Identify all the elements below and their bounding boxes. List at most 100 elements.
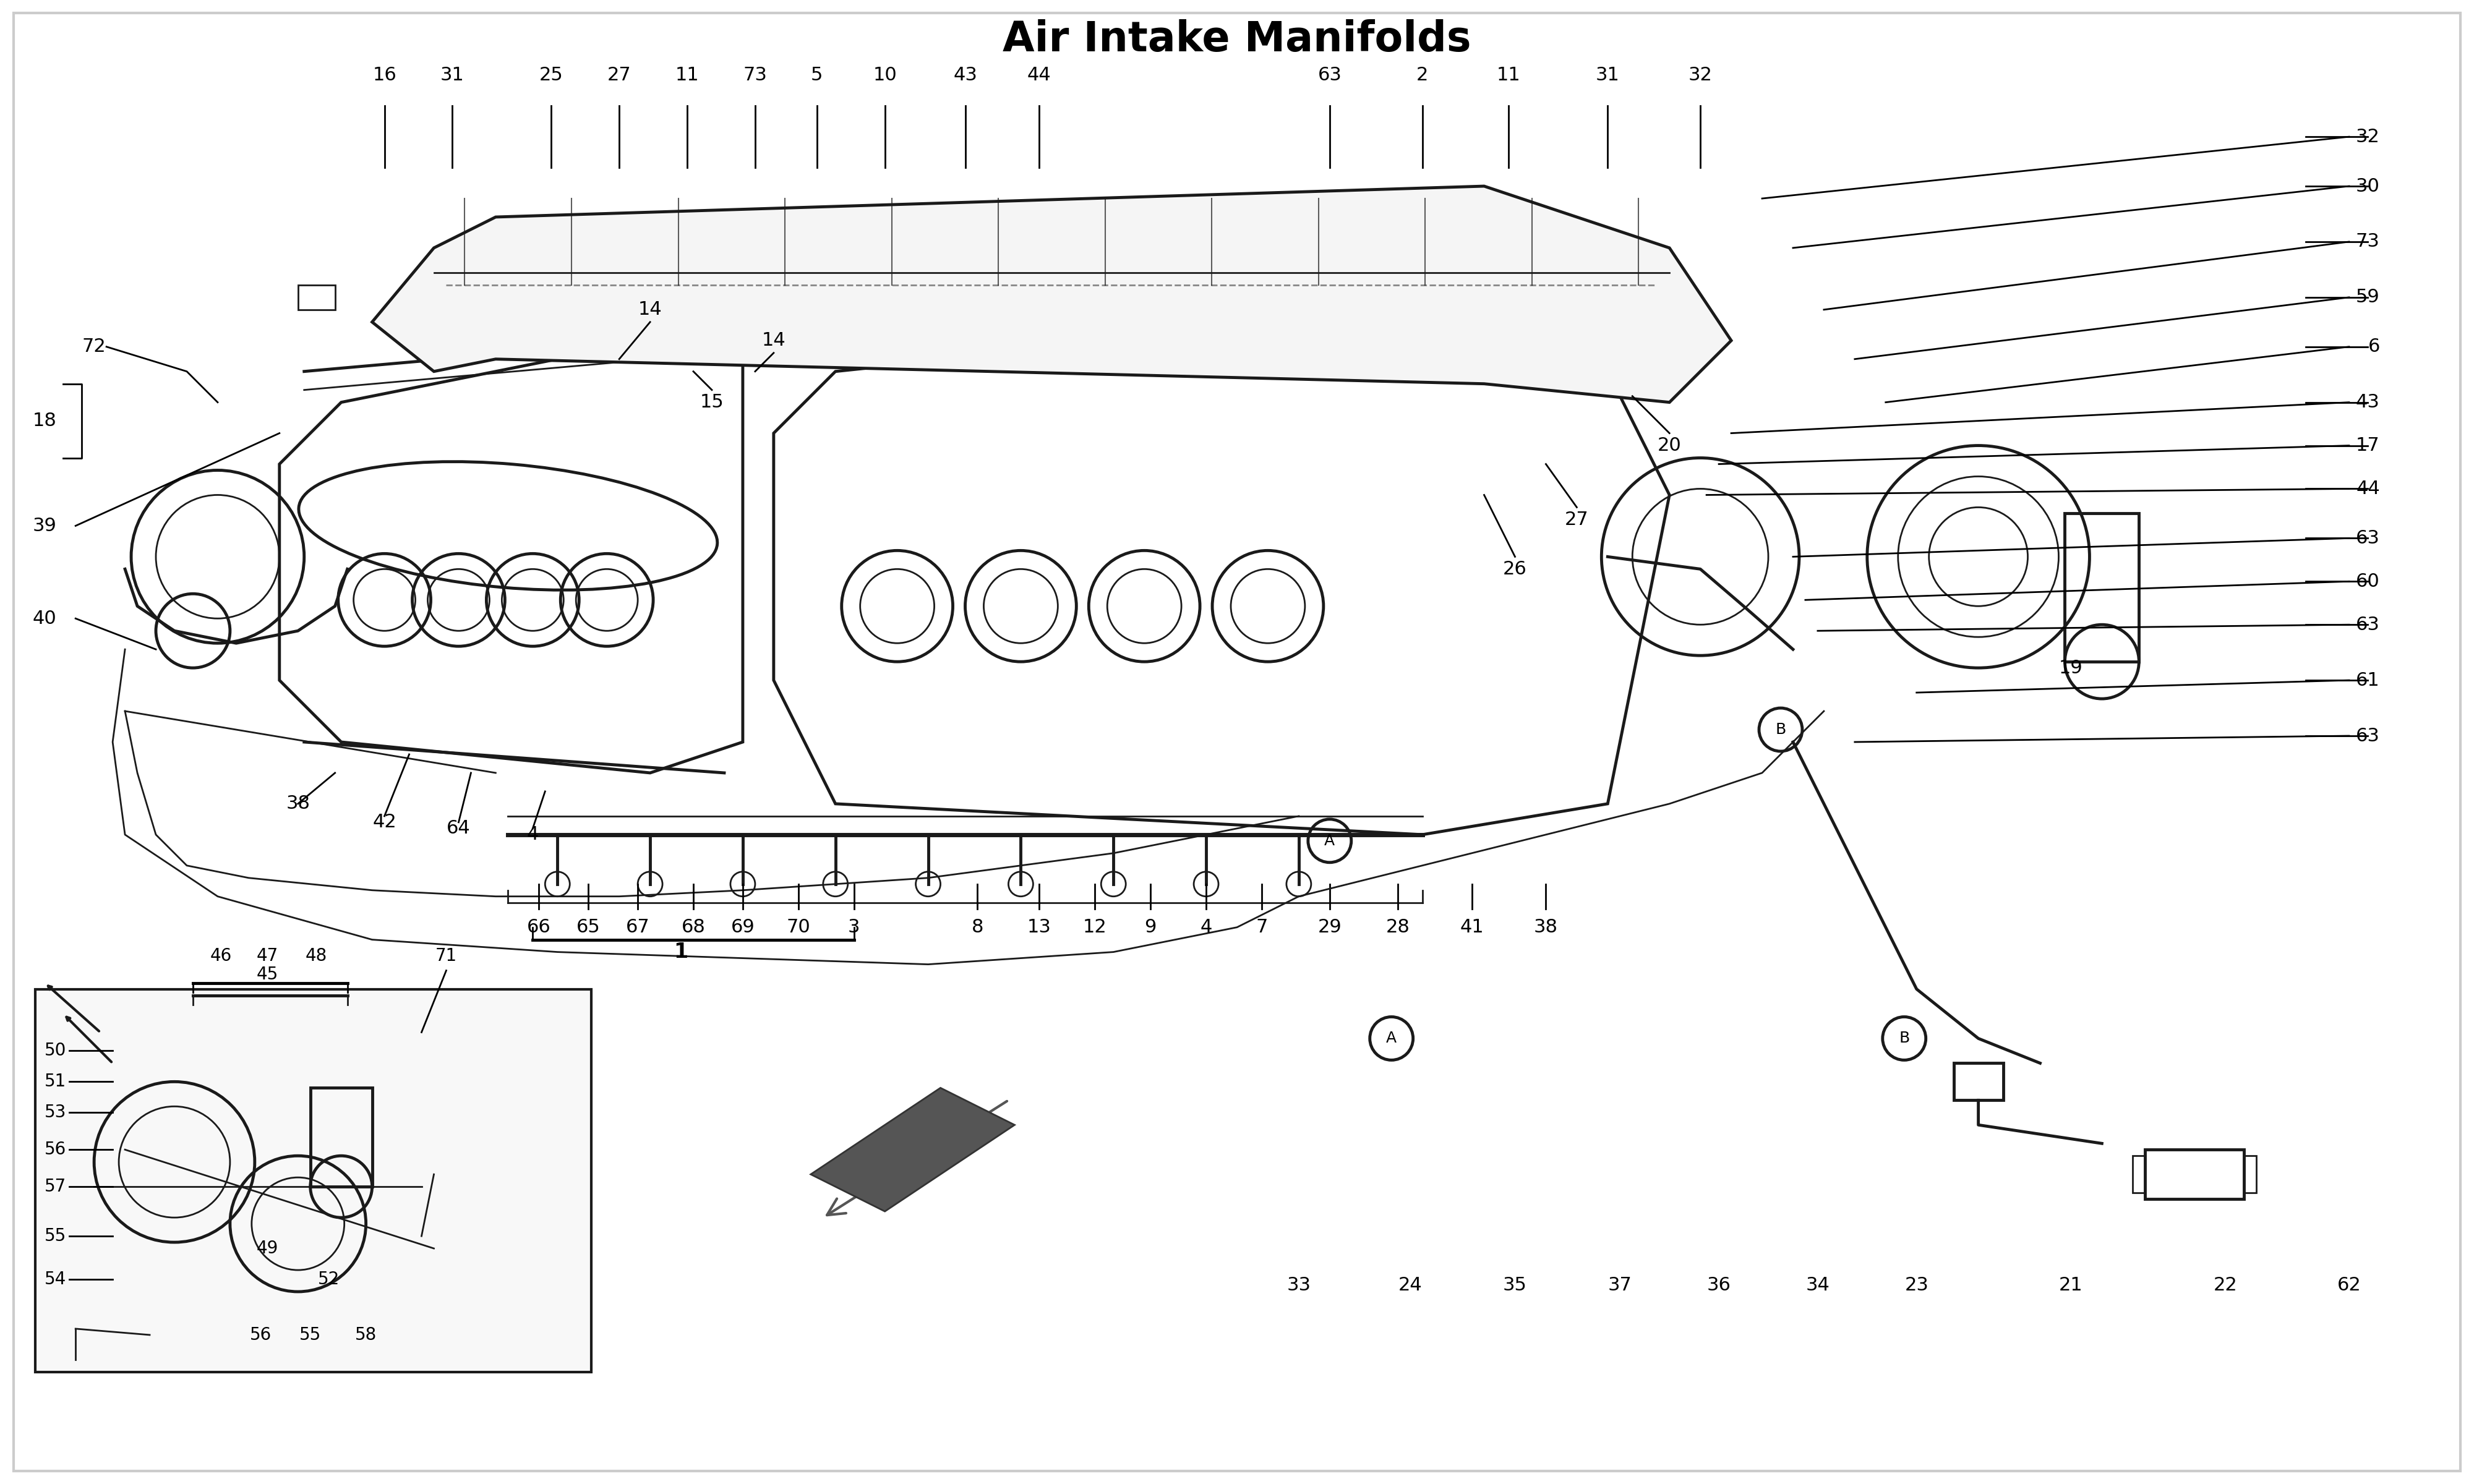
Text: 39: 39 bbox=[32, 516, 57, 534]
Text: 24: 24 bbox=[1398, 1276, 1423, 1294]
Circle shape bbox=[1195, 871, 1220, 896]
Text: 55: 55 bbox=[299, 1327, 322, 1343]
Text: 29: 29 bbox=[1319, 919, 1341, 936]
Text: 56: 56 bbox=[250, 1327, 272, 1343]
Text: 32: 32 bbox=[1687, 65, 1712, 85]
Text: 25: 25 bbox=[539, 65, 564, 85]
Bar bbox=[1954, 1063, 2004, 1100]
Text: 44: 44 bbox=[1027, 65, 1051, 85]
Bar bbox=[2145, 1150, 2244, 1199]
Text: 38: 38 bbox=[1534, 919, 1559, 936]
Text: 31: 31 bbox=[1596, 65, 1620, 85]
Text: 3: 3 bbox=[849, 919, 861, 936]
Text: 40: 40 bbox=[32, 610, 57, 628]
Text: 13: 13 bbox=[1027, 919, 1051, 936]
Circle shape bbox=[730, 871, 755, 896]
Text: B: B bbox=[1900, 1031, 1910, 1046]
Text: 19: 19 bbox=[2058, 659, 2083, 677]
Text: 8: 8 bbox=[972, 919, 985, 936]
Text: 54: 54 bbox=[45, 1270, 67, 1288]
Text: 1: 1 bbox=[673, 942, 688, 962]
Text: 69: 69 bbox=[730, 919, 755, 936]
Text: 5: 5 bbox=[811, 65, 824, 85]
Text: 10: 10 bbox=[873, 65, 898, 85]
Text: 4: 4 bbox=[1200, 919, 1212, 936]
Text: 17: 17 bbox=[2355, 436, 2380, 454]
Text: 27: 27 bbox=[1564, 510, 1588, 528]
Text: 65: 65 bbox=[576, 919, 601, 936]
Text: 34: 34 bbox=[1806, 1276, 1831, 1294]
Circle shape bbox=[1101, 871, 1126, 896]
Text: 67: 67 bbox=[626, 919, 651, 936]
Text: 15: 15 bbox=[700, 393, 725, 411]
Text: 36: 36 bbox=[1707, 1276, 1732, 1294]
Circle shape bbox=[544, 871, 569, 896]
Polygon shape bbox=[371, 186, 1732, 402]
Text: 63: 63 bbox=[1319, 65, 1341, 85]
Text: 4: 4 bbox=[527, 825, 539, 843]
Text: 53: 53 bbox=[45, 1104, 67, 1122]
Text: 64: 64 bbox=[448, 819, 470, 837]
Text: 33: 33 bbox=[1286, 1276, 1311, 1294]
Text: 18: 18 bbox=[32, 413, 57, 430]
Text: 48: 48 bbox=[307, 947, 327, 965]
Polygon shape bbox=[811, 1088, 1014, 1211]
Circle shape bbox=[1009, 871, 1034, 896]
Text: A: A bbox=[1324, 834, 1336, 849]
Bar bbox=[1534, 304, 1559, 322]
Text: 73: 73 bbox=[742, 65, 767, 85]
Text: 60: 60 bbox=[2355, 573, 2380, 591]
Text: 14: 14 bbox=[762, 331, 787, 350]
Text: 49: 49 bbox=[257, 1239, 277, 1257]
Text: 37: 37 bbox=[1608, 1276, 1633, 1294]
Bar bbox=[309, 1088, 371, 1187]
Circle shape bbox=[1286, 871, 1311, 896]
Text: 2: 2 bbox=[1415, 65, 1427, 85]
Text: 28: 28 bbox=[1385, 919, 1410, 936]
Text: 11: 11 bbox=[675, 65, 700, 85]
Bar bbox=[1286, 304, 1311, 322]
Text: 46: 46 bbox=[210, 947, 233, 965]
Circle shape bbox=[915, 871, 940, 896]
Text: 21: 21 bbox=[2058, 1276, 2083, 1294]
Text: 59: 59 bbox=[2355, 288, 2380, 306]
Text: 47: 47 bbox=[257, 947, 277, 965]
Text: Air Intake Manifolds: Air Intake Manifolds bbox=[1002, 19, 1472, 61]
Bar bbox=[2066, 513, 2140, 662]
Bar bbox=[297, 285, 334, 310]
Text: 20: 20 bbox=[1658, 436, 1682, 454]
Text: 30: 30 bbox=[2355, 177, 2380, 194]
Text: 56: 56 bbox=[45, 1141, 67, 1159]
Circle shape bbox=[638, 871, 663, 896]
Text: 12: 12 bbox=[1084, 919, 1106, 936]
Text: B: B bbox=[1776, 723, 1786, 738]
Text: 14: 14 bbox=[638, 301, 663, 319]
Text: 6: 6 bbox=[2368, 338, 2380, 356]
Text: 61: 61 bbox=[2355, 671, 2380, 689]
Text: 62: 62 bbox=[2338, 1276, 2360, 1294]
Bar bbox=[2133, 1156, 2145, 1193]
Text: 38: 38 bbox=[287, 795, 309, 813]
Bar bbox=[2244, 1156, 2256, 1193]
Text: 55: 55 bbox=[45, 1227, 67, 1245]
Text: 63: 63 bbox=[2355, 530, 2380, 548]
Text: 71: 71 bbox=[435, 947, 458, 965]
Bar bbox=[1410, 304, 1435, 322]
Circle shape bbox=[824, 871, 849, 896]
Text: 68: 68 bbox=[680, 919, 705, 936]
Text: A: A bbox=[1385, 1031, 1398, 1046]
Text: 52: 52 bbox=[319, 1270, 339, 1288]
Text: 70: 70 bbox=[787, 919, 811, 936]
Text: 50: 50 bbox=[45, 1042, 67, 1060]
Text: 41: 41 bbox=[1460, 919, 1484, 936]
Text: 43: 43 bbox=[2355, 393, 2380, 411]
Text: 72: 72 bbox=[82, 338, 106, 356]
Bar bbox=[1658, 304, 1682, 322]
Text: 58: 58 bbox=[356, 1327, 376, 1343]
Text: 51: 51 bbox=[45, 1073, 67, 1091]
Text: 32: 32 bbox=[2355, 128, 2380, 145]
Text: 9: 9 bbox=[1145, 919, 1155, 936]
Text: 31: 31 bbox=[440, 65, 465, 85]
Text: 16: 16 bbox=[374, 65, 396, 85]
Text: 63: 63 bbox=[2355, 727, 2380, 745]
